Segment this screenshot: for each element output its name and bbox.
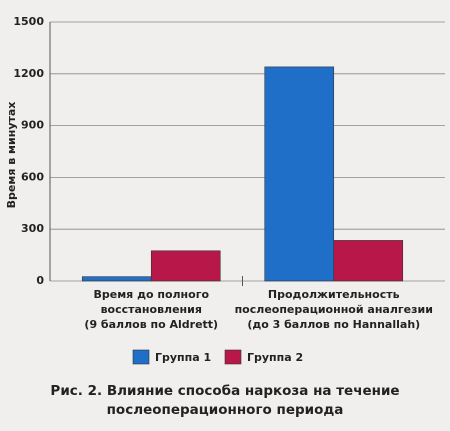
- legend-label: Группа 1: [155, 351, 211, 364]
- x-tick-label: восстановления: [101, 303, 202, 316]
- x-tick-label: (до 3 баллов по Hannallah): [247, 318, 420, 331]
- y-axis-label: Время в минутах: [5, 102, 18, 209]
- bar: [81, 276, 152, 282]
- y-tick-label: 300: [21, 222, 44, 235]
- bar: [333, 240, 404, 282]
- legend-swatch: [132, 349, 150, 365]
- chart-title: Рис. 2. Влияние способа наркоза на течен…: [50, 383, 400, 418]
- legend-label: Группа 2: [247, 351, 303, 364]
- bar: [150, 250, 221, 282]
- x-tick-label: Время до полного: [93, 288, 209, 301]
- y-tick-label: 1500: [13, 15, 44, 28]
- y-tick-label: 900: [21, 119, 44, 132]
- y-tick-label: 1200: [13, 67, 44, 80]
- x-tick-label: (9 баллов по Aldrett): [84, 318, 218, 331]
- legend-swatch: [224, 349, 242, 365]
- y-tick-label: 600: [21, 170, 44, 183]
- y-tick-label: 0: [36, 274, 44, 287]
- x-tick-label: Продолжительность: [268, 288, 400, 301]
- x-tick-label: послеоперационной аналгезии: [235, 303, 433, 316]
- bar: [264, 66, 335, 282]
